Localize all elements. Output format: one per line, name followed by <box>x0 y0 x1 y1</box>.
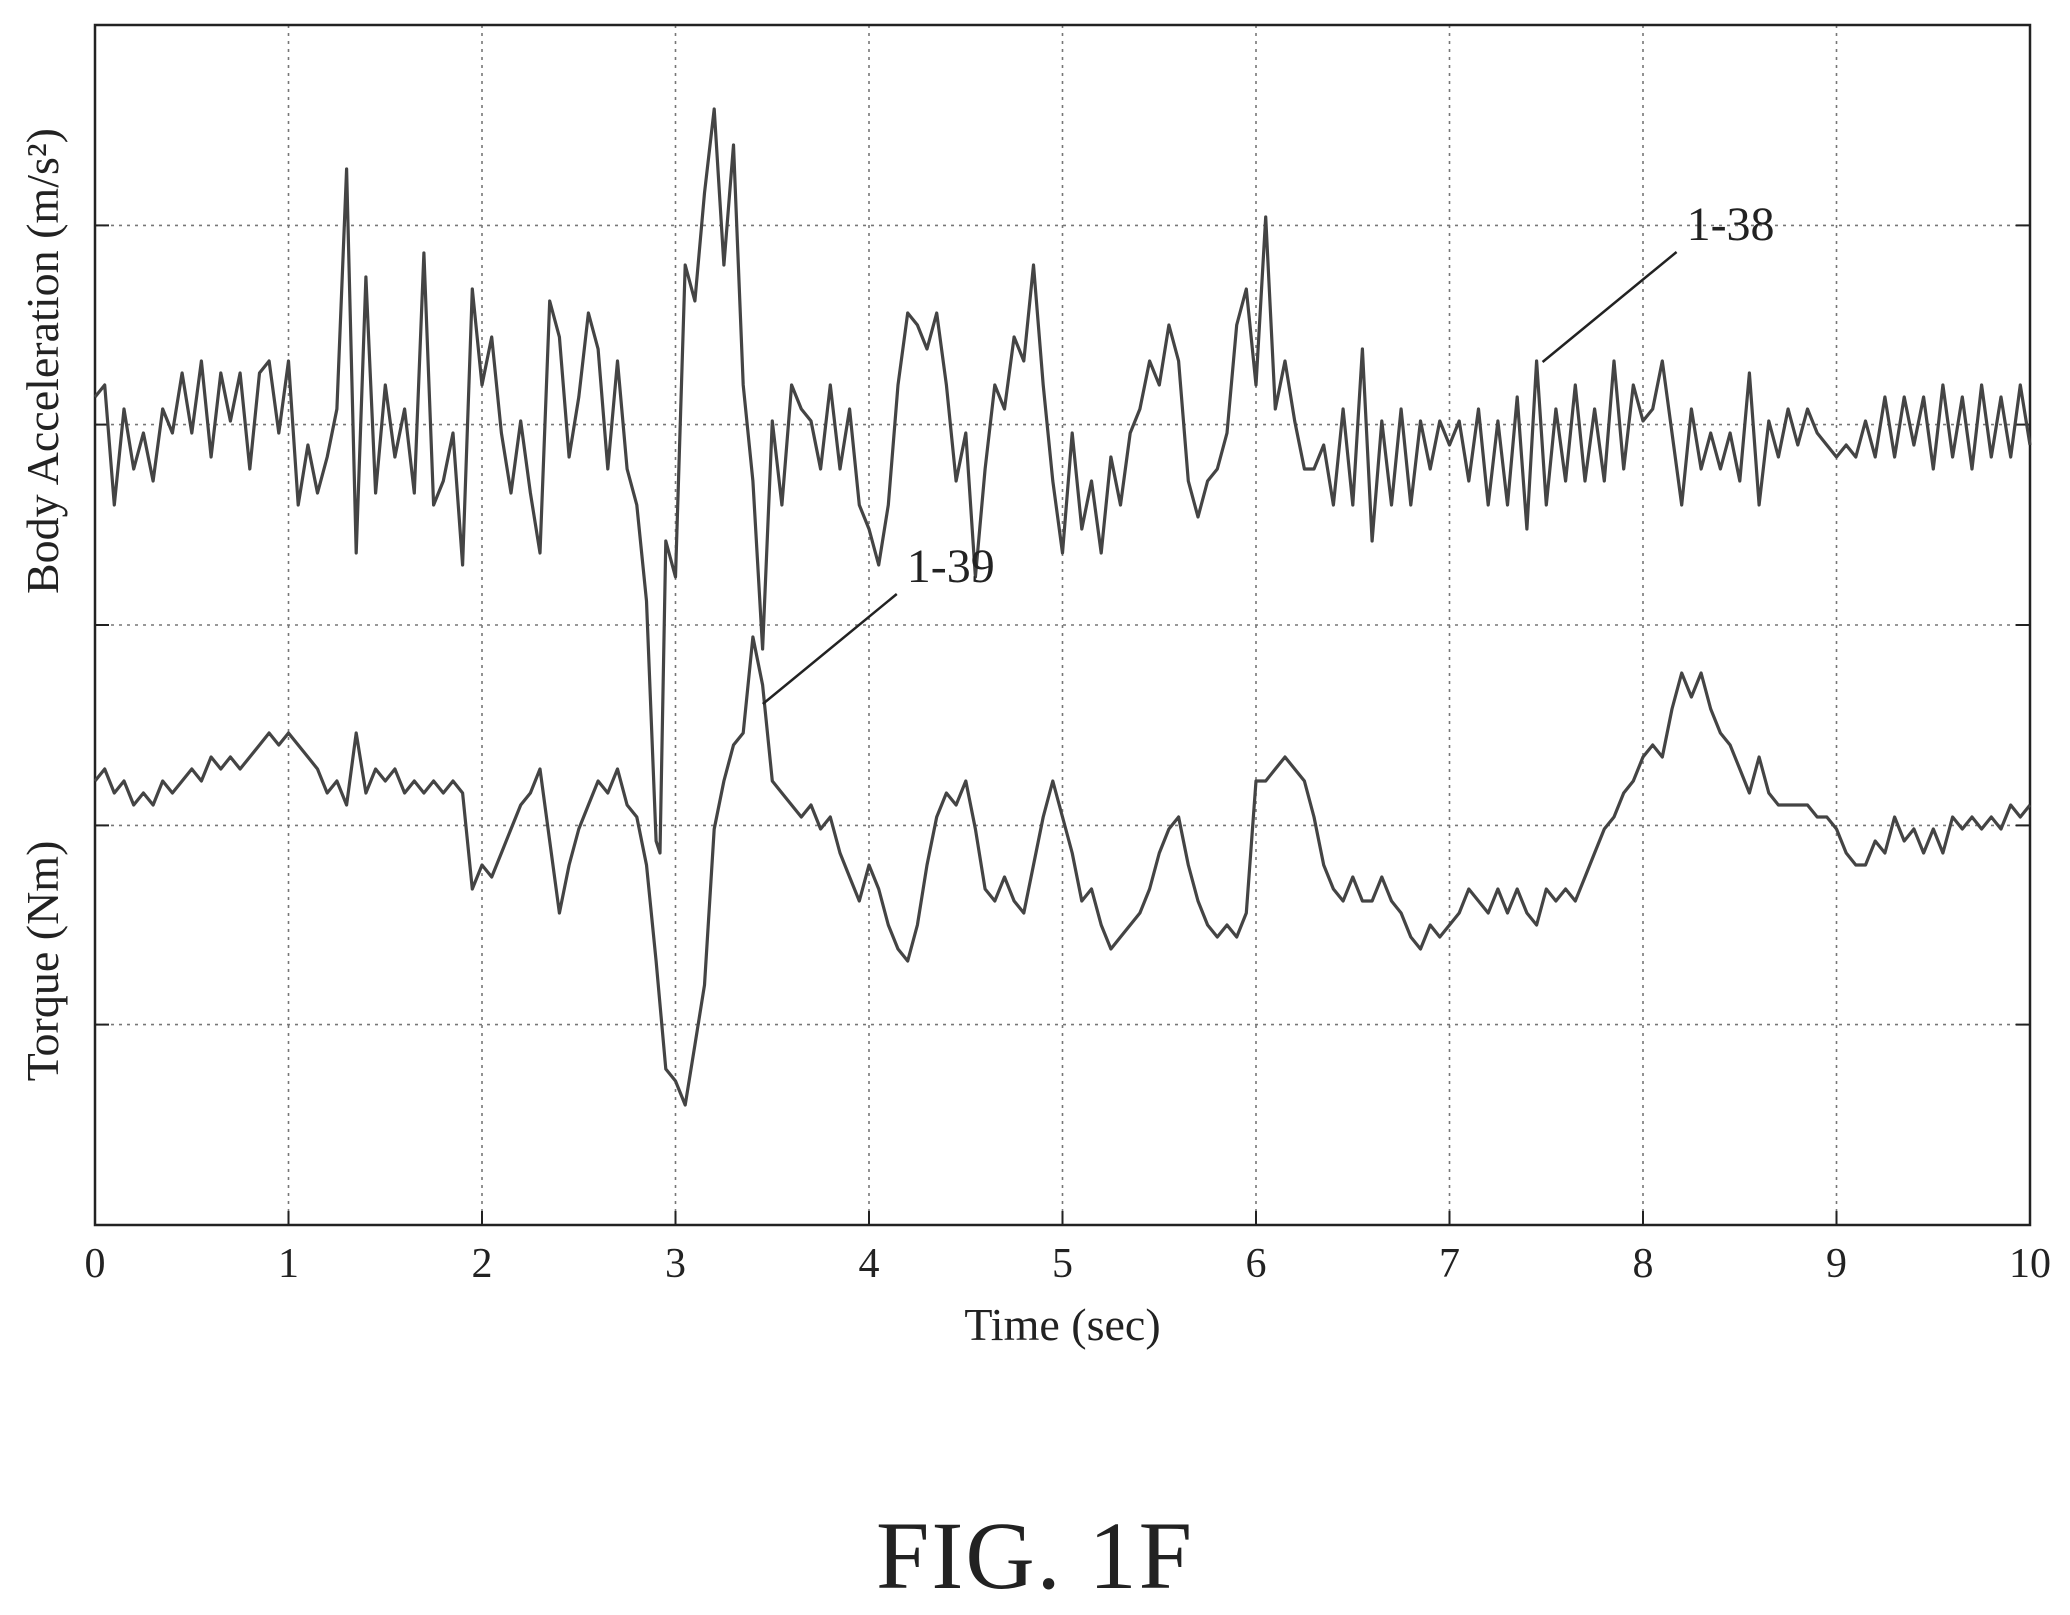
x-tick-label: 7 <box>1439 1241 1460 1287</box>
x-axis-label: Time (sec) <box>964 1299 1160 1350</box>
x-tick-label: 5 <box>1052 1241 1073 1287</box>
series-line-1-38 <box>93 107 2032 855</box>
x-tick-label: 1 <box>278 1241 299 1287</box>
y-axis-label-upper: Body Acceleration (m/s²) <box>17 128 68 594</box>
x-tick-label: 6 <box>1246 1241 1267 1287</box>
series-line-1-39 <box>93 635 2032 1107</box>
x-tick-label: 3 <box>665 1241 686 1287</box>
x-tick-label: 10 <box>2009 1241 2051 1287</box>
annotation-leader-1-38 <box>1541 251 1678 363</box>
annotations: 1-38 1-39 <box>761 198 1775 705</box>
x-tick-label: 0 <box>85 1241 106 1287</box>
x-tick-label: 4 <box>859 1241 880 1287</box>
annotation-label-1-39: 1-39 <box>907 540 995 593</box>
annotation-label-1-38: 1-38 <box>1687 198 1775 251</box>
x-tick-label: 8 <box>1633 1241 1654 1287</box>
y-axis-label-lower: Torque (Nm) <box>17 841 68 1082</box>
figure-caption: FIG. 1F <box>875 1502 1195 1609</box>
series-lines <box>93 107 2032 1107</box>
x-tick-label: 2 <box>472 1241 493 1287</box>
x-tick-labels: 0 1 2 3 4 5 6 7 8 9 10 <box>85 1211 2051 1287</box>
annotation-leader-1-39 <box>761 593 898 705</box>
x-tick-label: 9 <box>1826 1241 1847 1287</box>
